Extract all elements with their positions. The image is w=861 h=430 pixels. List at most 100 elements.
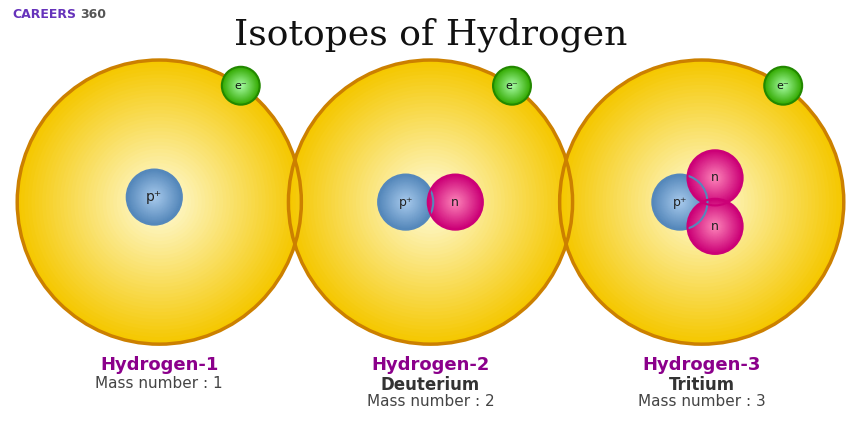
Circle shape: [703, 215, 727, 238]
Circle shape: [658, 180, 702, 224]
Circle shape: [438, 184, 473, 220]
Circle shape: [778, 81, 789, 91]
Circle shape: [698, 210, 732, 243]
Circle shape: [152, 195, 156, 199]
Circle shape: [648, 149, 755, 255]
Circle shape: [237, 82, 245, 89]
Circle shape: [429, 201, 432, 203]
Circle shape: [88, 131, 231, 273]
Circle shape: [708, 219, 722, 233]
Circle shape: [776, 78, 790, 93]
Circle shape: [698, 161, 732, 194]
Circle shape: [493, 68, 530, 104]
Circle shape: [769, 71, 798, 100]
Circle shape: [395, 192, 416, 212]
Circle shape: [237, 81, 245, 90]
Circle shape: [385, 181, 427, 223]
Circle shape: [689, 151, 741, 205]
Circle shape: [777, 80, 790, 92]
Circle shape: [711, 223, 719, 230]
Circle shape: [444, 191, 467, 213]
Circle shape: [433, 180, 477, 224]
Circle shape: [226, 71, 256, 101]
Circle shape: [404, 200, 407, 204]
Circle shape: [673, 174, 730, 230]
Circle shape: [501, 75, 523, 96]
Circle shape: [691, 153, 740, 203]
Circle shape: [705, 216, 725, 236]
Circle shape: [106, 149, 213, 255]
Circle shape: [84, 128, 234, 276]
Circle shape: [386, 182, 426, 222]
Circle shape: [645, 145, 759, 259]
Circle shape: [393, 190, 418, 214]
Circle shape: [697, 208, 734, 245]
Circle shape: [616, 117, 787, 287]
Circle shape: [694, 157, 736, 199]
Circle shape: [49, 92, 269, 312]
Circle shape: [226, 71, 256, 100]
Circle shape: [588, 89, 815, 316]
Circle shape: [81, 124, 238, 280]
Circle shape: [46, 89, 273, 316]
Circle shape: [699, 211, 731, 242]
Text: Mass number : 1: Mass number : 1: [96, 376, 223, 391]
Circle shape: [665, 187, 696, 218]
Circle shape: [655, 156, 748, 248]
Circle shape: [448, 195, 462, 209]
Circle shape: [148, 190, 161, 203]
Circle shape: [133, 176, 176, 218]
Circle shape: [143, 186, 165, 208]
Circle shape: [389, 186, 422, 218]
Circle shape: [349, 120, 512, 284]
Circle shape: [700, 212, 730, 241]
Circle shape: [406, 177, 455, 227]
Circle shape: [24, 67, 294, 337]
Circle shape: [380, 176, 431, 228]
Circle shape: [455, 201, 456, 203]
Circle shape: [397, 193, 415, 211]
Circle shape: [429, 175, 482, 229]
Circle shape: [392, 163, 469, 241]
Circle shape: [592, 92, 812, 312]
Circle shape: [445, 192, 466, 212]
Circle shape: [136, 179, 173, 215]
Circle shape: [767, 70, 799, 101]
Circle shape: [449, 197, 461, 208]
Circle shape: [149, 191, 170, 213]
Circle shape: [493, 67, 531, 104]
Circle shape: [678, 200, 682, 204]
Circle shape: [691, 191, 712, 213]
Circle shape: [707, 218, 723, 235]
Circle shape: [379, 175, 432, 229]
Circle shape: [662, 184, 697, 220]
Circle shape: [677, 177, 727, 227]
Circle shape: [602, 103, 801, 301]
Circle shape: [156, 199, 163, 206]
Circle shape: [387, 184, 424, 221]
Text: Hydrogen-2: Hydrogen-2: [371, 356, 490, 374]
Circle shape: [500, 74, 523, 97]
Circle shape: [606, 106, 797, 298]
Circle shape: [687, 199, 742, 254]
Circle shape: [158, 201, 161, 203]
Circle shape: [505, 78, 519, 93]
Circle shape: [342, 114, 519, 291]
Circle shape: [693, 156, 737, 200]
Text: e⁻: e⁻: [777, 81, 790, 91]
Circle shape: [149, 192, 160, 203]
Circle shape: [767, 69, 800, 102]
Circle shape: [443, 190, 468, 214]
Circle shape: [240, 85, 241, 86]
Circle shape: [693, 204, 737, 249]
Circle shape: [692, 203, 738, 249]
Circle shape: [666, 166, 737, 238]
Text: CAREERS: CAREERS: [12, 8, 76, 21]
Circle shape: [508, 82, 516, 89]
Circle shape: [232, 77, 249, 94]
Circle shape: [313, 85, 548, 319]
Circle shape: [697, 160, 734, 196]
Circle shape: [409, 181, 452, 224]
Circle shape: [505, 79, 519, 93]
Circle shape: [238, 84, 243, 88]
